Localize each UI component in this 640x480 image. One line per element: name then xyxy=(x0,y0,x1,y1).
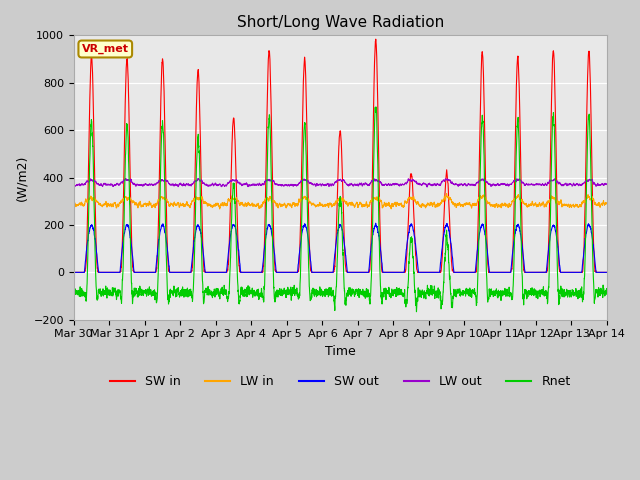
SW out xyxy=(602,269,610,275)
Rnet xyxy=(413,309,420,314)
LW in xyxy=(216,206,223,212)
Y-axis label: (W/m2): (W/m2) xyxy=(15,155,28,201)
SW out xyxy=(321,269,328,275)
LW out xyxy=(70,181,77,187)
SW out xyxy=(95,269,102,275)
X-axis label: Time: Time xyxy=(324,345,356,358)
LW out xyxy=(430,181,438,187)
LW in xyxy=(70,203,77,209)
SW out xyxy=(430,269,438,275)
SW out xyxy=(603,269,611,275)
LW out xyxy=(603,181,611,187)
LW in xyxy=(430,200,438,206)
SW in xyxy=(490,269,498,275)
SW out xyxy=(70,269,77,275)
Rnet xyxy=(603,286,611,291)
Rnet xyxy=(490,290,498,296)
Line: Rnet: Rnet xyxy=(74,107,607,312)
SW in xyxy=(166,269,173,275)
Line: SW in: SW in xyxy=(74,39,607,272)
SW out xyxy=(166,269,173,275)
SW in xyxy=(602,269,610,275)
LW in xyxy=(166,202,173,208)
Rnet xyxy=(460,288,467,293)
Rnet xyxy=(166,292,173,298)
LW out xyxy=(166,181,173,187)
LW in xyxy=(321,202,328,208)
SW out xyxy=(490,269,498,275)
SW in xyxy=(70,269,77,275)
Title: Short/Long Wave Radiation: Short/Long Wave Radiation xyxy=(237,15,444,30)
SW in xyxy=(321,269,328,275)
SW in xyxy=(95,269,102,275)
LW in xyxy=(460,202,467,208)
Text: VR_met: VR_met xyxy=(82,44,129,54)
LW out xyxy=(481,176,488,181)
LW out xyxy=(423,184,431,190)
SW in xyxy=(430,269,438,275)
SW in xyxy=(460,269,467,275)
SW out xyxy=(460,269,467,275)
Line: LW out: LW out xyxy=(74,179,607,187)
LW in xyxy=(442,191,450,196)
SW in xyxy=(603,269,611,275)
LW out xyxy=(460,182,467,188)
LW out xyxy=(320,182,328,188)
LW out xyxy=(490,182,498,188)
Rnet xyxy=(430,287,438,293)
LW in xyxy=(603,201,611,206)
LW in xyxy=(490,203,498,209)
Rnet xyxy=(70,290,77,296)
SW in xyxy=(372,36,380,42)
LW out xyxy=(602,181,610,187)
Legend: SW in, LW in, SW out, LW out, Rnet: SW in, LW in, SW out, LW out, Rnet xyxy=(105,370,575,393)
Line: SW out: SW out xyxy=(74,223,607,272)
Rnet xyxy=(602,289,610,295)
Rnet xyxy=(320,290,328,296)
Rnet xyxy=(372,104,380,110)
LW in xyxy=(602,201,610,206)
SW out xyxy=(372,220,380,226)
Line: LW in: LW in xyxy=(74,193,607,209)
